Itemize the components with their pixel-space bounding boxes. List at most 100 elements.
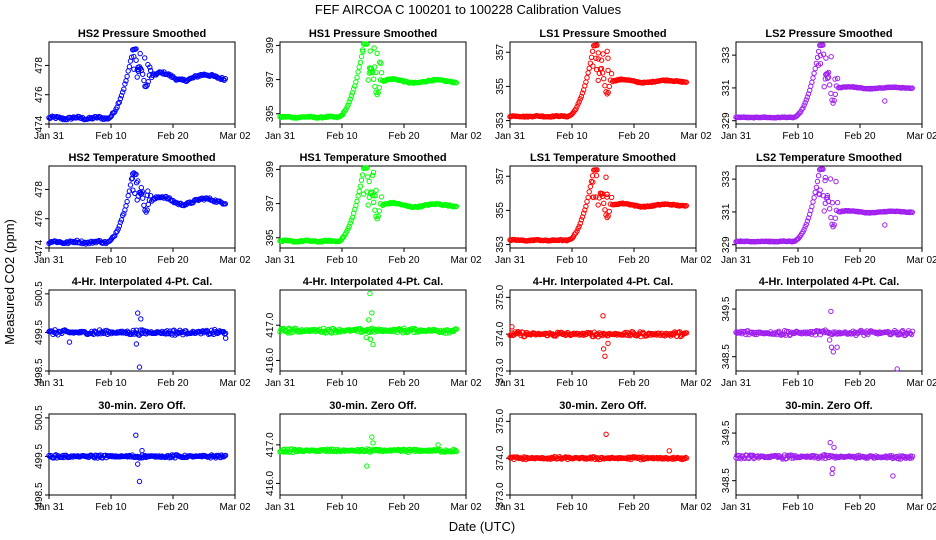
- data-point: [820, 51, 827, 57]
- panel-2: HS1 Pressure Smoothed Jan 31 Feb 10 Feb 20 M…: [265, 28, 482, 142]
- data-point: [817, 61, 824, 67]
- data-point: [604, 191, 610, 198]
- data-point: [128, 54, 135, 60]
- data-points: [733, 42, 915, 121]
- data-point: [452, 447, 459, 454]
- x-tick-label: Feb 20: [618, 255, 650, 266]
- data-point: [366, 178, 372, 185]
- data-point: [584, 75, 590, 81]
- data-point: [585, 70, 591, 76]
- data-point: [602, 83, 608, 89]
- data-point: [572, 107, 578, 114]
- data-point: [122, 81, 128, 87]
- y-tick-label: 333: [721, 46, 732, 63]
- data-point: [366, 65, 373, 71]
- y-tick-label: 498.5: [34, 358, 45, 383]
- data-point: [453, 80, 459, 86]
- figure-title: FEF AIRCOA C 100201 to 100228 Calibratio…: [315, 2, 622, 17]
- panel-title: 30-min. Zero Off.: [785, 400, 872, 412]
- data-point: [601, 76, 607, 82]
- data-point: [130, 187, 136, 193]
- data-point: [107, 114, 114, 120]
- data-point: [594, 167, 600, 173]
- plot-frame: [509, 165, 697, 249]
- x-tick-label: Jan 31: [721, 378, 751, 389]
- data-point: [803, 221, 809, 228]
- data-point: [355, 69, 361, 75]
- panel-title: HS1 Temperature Smoothed: [299, 152, 446, 164]
- data-point: [581, 210, 587, 216]
- data-point: [605, 340, 611, 347]
- data-point: [594, 42, 600, 48]
- data-point: [375, 213, 381, 219]
- data-point: [803, 97, 809, 103]
- data-point: [451, 448, 458, 455]
- y-tick-label: 357: [495, 43, 506, 60]
- data-point: [140, 71, 146, 77]
- data-point: [133, 341, 140, 347]
- panel-title: HS2 Pressure Smoothed: [78, 28, 206, 40]
- data-point: [356, 64, 362, 70]
- data-point: [828, 54, 834, 60]
- data-point: [365, 77, 371, 83]
- x-tick-label: Feb 10: [95, 255, 127, 266]
- plot-frame: [735, 41, 923, 125]
- data-point: [345, 102, 351, 108]
- data-points: [46, 46, 229, 123]
- x-tick-label: Feb 20: [388, 255, 420, 266]
- data-point: [595, 50, 601, 56]
- x-axis-label: Date (UTC): [449, 519, 515, 534]
- data-point: [813, 184, 820, 191]
- data-point: [358, 177, 365, 183]
- data-point: [593, 55, 599, 61]
- data-point: [95, 238, 101, 245]
- data-point: [145, 188, 151, 194]
- data-point: [811, 70, 817, 77]
- data-point: [351, 86, 357, 92]
- data-point: [834, 344, 840, 350]
- x-tick-label: Feb 10: [782, 255, 814, 266]
- plot-frame: [735, 165, 923, 249]
- data-point: [583, 203, 589, 210]
- data-point: [115, 226, 121, 232]
- data-point: [134, 67, 141, 73]
- x-tick-label: Feb 10: [556, 255, 588, 266]
- data-point: [598, 57, 605, 63]
- x-tick-label: Feb 10: [556, 378, 588, 389]
- data-point: [138, 316, 144, 322]
- data-point: [123, 203, 129, 209]
- data-point: [103, 116, 109, 122]
- data-point: [364, 189, 370, 195]
- data-points: [733, 439, 916, 479]
- x-tick-label: Feb 10: [326, 502, 358, 513]
- data-point: [594, 66, 600, 73]
- data-point: [150, 72, 156, 79]
- data-point: [590, 63, 596, 69]
- x-tick-label: Mar 02: [450, 131, 482, 142]
- x-tick-label: Feb 10: [95, 502, 127, 513]
- x-tick-label: Jan 31: [265, 378, 295, 389]
- data-point: [370, 341, 376, 348]
- data-point: [348, 93, 355, 99]
- x-tick-label: Jan 31: [495, 131, 525, 142]
- data-point: [112, 233, 118, 239]
- data-point: [279, 325, 285, 332]
- data-point: [820, 166, 826, 172]
- data-point: [378, 194, 385, 200]
- y-tick-label: 499.5: [34, 443, 45, 468]
- data-point: [374, 216, 380, 222]
- data-point: [134, 74, 140, 80]
- data-point: [882, 222, 888, 228]
- y-tick-label: 375.0: [495, 284, 506, 309]
- data-point: [371, 76, 377, 82]
- data-point: [378, 60, 384, 66]
- data-point: [453, 448, 460, 455]
- data-point: [144, 207, 150, 213]
- x-tick-label: Jan 31: [34, 502, 64, 513]
- data-point: [372, 193, 378, 199]
- data-point: [823, 55, 829, 61]
- panel-11: 4-Hr. Interpolated 4-Pt. Cal. Jan 31 Feb 1…: [495, 276, 712, 389]
- data-point: [104, 115, 110, 121]
- x-tick-label: Jan 31: [265, 131, 295, 142]
- data-point: [604, 91, 610, 97]
